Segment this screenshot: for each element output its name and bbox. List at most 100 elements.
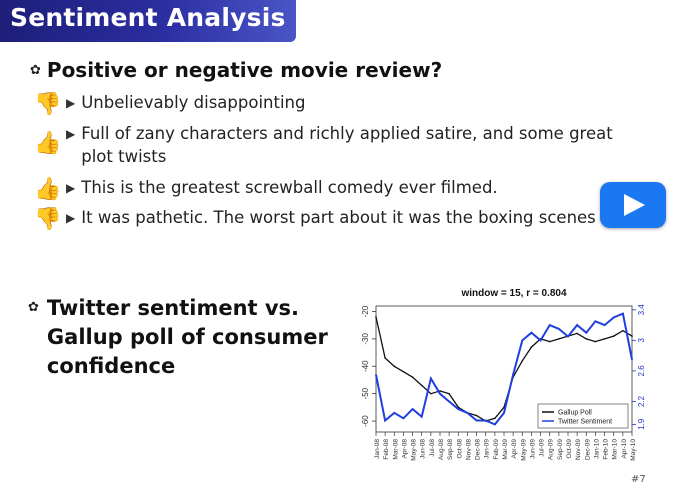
x-tick-label: May-08 [411, 439, 418, 461]
series-point [558, 328, 560, 330]
series-point [420, 384, 423, 387]
legend-label: Gallup Poll [558, 410, 592, 417]
series-point [475, 414, 478, 417]
series-point [530, 346, 533, 348]
series-point [631, 335, 633, 337]
review-text-2-line2: plot twists [81, 147, 167, 166]
series-point [576, 332, 578, 335]
series-point [384, 419, 386, 422]
x-tick-label: Apr-10 [621, 439, 628, 459]
play-icon [624, 194, 645, 216]
series-point [448, 392, 450, 395]
x-tick-label: Mar-10 [612, 439, 619, 460]
y-left-tick-label: -50 [361, 387, 370, 399]
series-point [430, 377, 432, 380]
series-point [521, 359, 524, 362]
y-left-tick-label: -30 [361, 333, 370, 345]
x-tick-label: Jun-08 [420, 439, 427, 459]
twitter-heading-line2: Gallup poll of consumer [46, 325, 328, 349]
x-tick-label: Oct-09 [566, 439, 573, 459]
x-tick-label: Jan-10 [593, 439, 600, 459]
arrow-bullet-icon: ▶ [66, 127, 76, 141]
x-tick-label: Nov-08 [465, 439, 472, 460]
series-point [558, 338, 560, 340]
series-point [439, 393, 441, 395]
series-point [402, 370, 405, 373]
series-point [393, 365, 396, 368]
x-tick-label: Dec-08 [475, 439, 482, 460]
series-point [420, 415, 423, 418]
series-point [622, 329, 624, 332]
x-tick-label: Feb-10 [603, 439, 610, 460]
series-point [622, 312, 624, 315]
x-tick-label: May-09 [520, 439, 527, 461]
thumbs-up-icon: 👍 [34, 177, 62, 202]
series-point [530, 331, 533, 334]
x-tick-label: Sep-09 [557, 439, 564, 460]
thumbs-down-icon: 👎 [34, 92, 62, 117]
series-point [430, 392, 432, 395]
series-point [594, 320, 597, 323]
twitter-heading-line1: Twitter sentiment vs. [46, 296, 300, 320]
series-point [585, 331, 588, 334]
series-point [466, 412, 469, 414]
series-point [375, 316, 377, 318]
arrow-bullet-icon: ▶ [66, 181, 76, 195]
thumbs-up-icon: 👍 [34, 131, 62, 156]
review-item-2: 👍 ▶ Full of zany characters and richly a… [34, 122, 613, 168]
series-point [603, 338, 606, 340]
series-point [393, 412, 396, 414]
x-tick-label: Feb-09 [493, 439, 500, 460]
series-point [375, 373, 377, 376]
x-tick-label: Jan-09 [484, 439, 491, 459]
review-item-3: 👍 ▶ This is the greatest screwball comed… [34, 176, 498, 204]
series-point [475, 419, 478, 422]
slide-title: Sentiment Analysis [10, 3, 286, 32]
y-right-tick-label: 2.2 [637, 395, 646, 407]
slide-number: #7 [631, 474, 646, 485]
series-point [384, 357, 386, 359]
series-point [457, 408, 460, 410]
series-point [594, 340, 597, 343]
x-tick-label: Apr-08 [401, 439, 408, 459]
legend-box [537, 403, 629, 429]
twitter-heading-line3: confidence [46, 354, 176, 378]
x-tick-label: Aug-09 [548, 439, 555, 460]
review-text-2-line1: Full of zany characters and richly appli… [81, 124, 613, 143]
series-point [548, 340, 551, 343]
x-tick-label: Jul-09 [539, 439, 546, 457]
chart-title: window = 15, r = 0.804 [460, 288, 566, 299]
bullet-icon: ✿ [28, 300, 39, 315]
x-tick-label: Mar-09 [502, 439, 509, 460]
y-right-tick-label: 2.6 [637, 365, 646, 377]
video-play-button[interactable] [600, 182, 666, 228]
x-tick-label: Jul-08 [429, 439, 436, 457]
series-point [411, 408, 414, 410]
series-point [494, 417, 496, 420]
series-point [402, 417, 405, 420]
x-tick-label: Oct-08 [456, 439, 463, 459]
series-point [503, 412, 505, 414]
series-point [548, 324, 551, 326]
series-point [411, 376, 414, 379]
y-left-tick-label: -20 [361, 305, 370, 317]
movie-review-heading: Positive or negative movie review? [46, 58, 443, 82]
thumbs-down-icon: 👎 [34, 207, 62, 232]
review-item-1: 👎 ▶ Unbelievably disappointing [34, 91, 305, 119]
x-tick-label: Apr-09 [511, 439, 518, 459]
review-text-4: It was pathetic. The worst part about it… [81, 208, 596, 227]
series-point [484, 419, 487, 422]
y-right-tick-label: 3 [637, 338, 646, 343]
series-point [603, 324, 606, 326]
arrow-bullet-icon: ▶ [66, 211, 76, 225]
x-tick-label: Aug-08 [438, 439, 445, 460]
title-bar: Sentiment Analysis [0, 0, 296, 42]
x-tick-label: Jan-08 [374, 439, 381, 459]
plot-area: -60 -50 -40 -30 -20 1.9 2.2 2.6 3 3.4 Jan-08 Feb-08… [361, 304, 646, 461]
heading-bullet: ✿ Positive or negative movie review? [30, 58, 442, 82]
sentiment-chart: window = 15, r = 0.804 -60 -50 -40 -30 -20 1.… [361, 288, 646, 461]
review-text-3: This is the greatest screwball comedy ev… [81, 178, 498, 197]
series-point [585, 338, 588, 340]
series-point [448, 400, 450, 403]
bullet-icon: ✿ [30, 62, 41, 78]
